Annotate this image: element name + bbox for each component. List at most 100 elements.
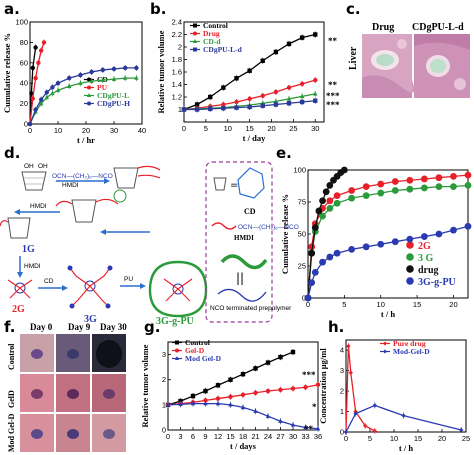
y-tick-label: 1.6	[172, 68, 182, 77]
data-point	[343, 429, 349, 435]
legend-marker	[193, 39, 197, 43]
data-point	[67, 75, 72, 81]
tumor-photo	[56, 374, 90, 412]
hydroxyl-label: OH	[24, 163, 34, 170]
x-tick-label: 25	[289, 124, 297, 133]
x-tick-label: 30	[311, 124, 319, 133]
data-point	[203, 388, 208, 394]
data-point	[111, 76, 117, 81]
data-point	[333, 192, 341, 200]
significance-annotation: ***	[326, 91, 340, 101]
y-tick-label: 100	[293, 166, 306, 175]
data-point	[123, 75, 128, 80]
tumor-spot	[31, 429, 43, 439]
y-tick-label: 3	[162, 350, 166, 359]
data-point	[319, 212, 326, 220]
x-tick-label: 3	[178, 432, 182, 441]
data-point	[215, 396, 221, 401]
data-point	[326, 197, 334, 205]
x-tick-label: 20	[82, 126, 90, 135]
data-point	[89, 69, 94, 75]
x-tick-label: 10	[54, 126, 62, 135]
data-point	[311, 269, 319, 276]
x-tick-label: 10	[224, 124, 232, 133]
x-axis-label: t / hr	[77, 135, 95, 145]
dendrimer-3g-g-pu	[148, 260, 208, 318]
x-axis-label: t / day	[243, 133, 266, 143]
y-tick-label: 50	[298, 230, 306, 239]
data-point	[308, 249, 316, 257]
data-point	[319, 197, 326, 205]
hydroxyl-label-2: OH	[38, 163, 48, 170]
data-point	[265, 360, 271, 365]
x-tick-label: 27	[276, 432, 284, 441]
generation-2g-label: 2G	[12, 304, 25, 315]
legend-marker	[175, 340, 179, 345]
x-tick-label: 0	[182, 124, 186, 133]
data-point	[190, 393, 196, 399]
legend-label: CDgPU-L	[97, 91, 129, 100]
x-tick-label: 6	[191, 432, 195, 441]
data-point	[39, 97, 44, 102]
y-tick-label: 2	[162, 375, 166, 384]
y-axis-label: Cumulative release %	[2, 33, 12, 113]
data-point	[29, 91, 34, 96]
hmdi-label-2: HMDI	[30, 203, 47, 210]
histology-row-liver: Liver	[348, 46, 359, 70]
data-point	[377, 189, 385, 197]
data-point	[278, 418, 283, 423]
data-point	[123, 65, 128, 71]
legend-marker	[87, 77, 91, 82]
legend-label: Control	[203, 21, 228, 30]
x-tick-label: 0	[166, 432, 170, 441]
data-point	[221, 106, 226, 111]
data-point	[247, 104, 252, 110]
y-tick-label: 2	[178, 43, 182, 52]
panel-label-g: g.	[144, 318, 160, 336]
series-line	[345, 346, 376, 433]
y-axis-label: Concentration µg/ml	[318, 348, 328, 424]
data-point	[435, 174, 443, 182]
data-point	[401, 413, 406, 418]
data-point	[278, 354, 283, 360]
y-tick-label: 2	[340, 387, 344, 396]
y-tick-label: 3	[340, 366, 344, 375]
data-point	[234, 105, 239, 110]
hmdi-label-3: HMDI	[24, 263, 41, 270]
y-tick-label: 40	[20, 79, 28, 88]
data-point	[313, 91, 318, 96]
significance-annotation: **	[304, 424, 314, 434]
legend-marker	[406, 265, 414, 273]
data-point	[203, 398, 208, 403]
legend-marker	[383, 341, 387, 346]
data-point	[55, 87, 61, 93]
data-point	[319, 258, 326, 266]
panel-label-e: e.	[276, 144, 292, 162]
data-point	[41, 40, 47, 45]
legend-marker	[193, 47, 197, 52]
legend-label: 3 G	[418, 253, 434, 264]
x-tick-label: 20	[449, 300, 457, 309]
data-point	[313, 77, 318, 83]
data-point	[273, 89, 279, 95]
data-point	[450, 173, 457, 180]
data-point	[178, 401, 183, 407]
panel-label-b: b.	[150, 0, 166, 18]
legend-label: CDgPU-L-d	[203, 45, 243, 54]
data-point	[299, 35, 305, 40]
y-tick-label: 100	[15, 18, 28, 27]
data-point	[346, 343, 351, 349]
data-point	[247, 68, 252, 73]
legend-marker	[175, 356, 179, 360]
y-tick-label: 4	[340, 346, 344, 355]
data-point	[286, 85, 292, 90]
data-point	[377, 240, 385, 248]
data-point	[348, 194, 356, 202]
data-point	[240, 404, 246, 410]
data-point	[464, 171, 472, 179]
data-point	[234, 99, 239, 105]
data-point	[363, 423, 368, 429]
data-point	[311, 224, 319, 232]
y-tick-label: 0	[162, 426, 166, 435]
